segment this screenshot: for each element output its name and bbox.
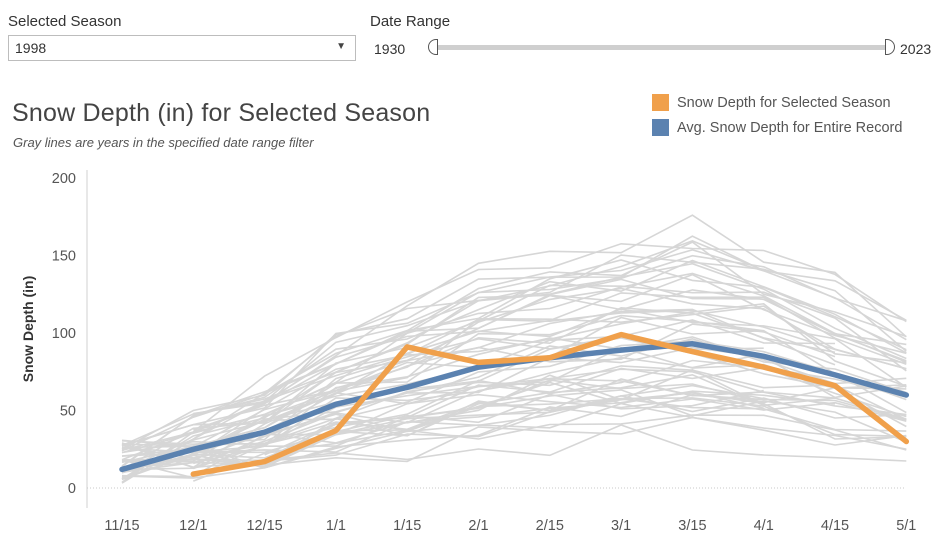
range-slider-max-handle[interactable] <box>885 39 895 55</box>
season-dropdown-value: 1998 <box>15 40 47 56</box>
background-year-line <box>193 353 764 465</box>
season-filter-label: Selected Season <box>8 13 122 30</box>
background-year-line <box>264 289 907 395</box>
background-year-line <box>193 214 907 415</box>
x-tick-label: 1/15 <box>393 518 421 534</box>
series-lines <box>119 331 910 477</box>
x-tick-label: 1/1 <box>326 518 346 534</box>
legend-swatch-selected <box>652 94 669 111</box>
legend-item-selected-season[interactable]: Snow Depth for Selected Season <box>652 90 902 115</box>
chart-subtitle: Gray lines are years in the specified da… <box>13 135 314 150</box>
legend-item-average[interactable]: Avg. Snow Depth for Entire Record <box>652 115 902 140</box>
background-year-line <box>121 393 764 474</box>
background-year-line <box>121 336 907 454</box>
legend-swatch-average <box>652 119 669 136</box>
date-range-label: Date Range <box>370 13 451 30</box>
x-tick-label: 4/1 <box>754 518 774 534</box>
x-tick-label: 2/15 <box>536 518 564 534</box>
chart-title: Snow Depth (in) for Selected Season <box>12 99 431 127</box>
background-year-line <box>121 309 907 471</box>
background-year-line <box>121 254 907 484</box>
x-tick-label: 2/1 <box>468 518 488 534</box>
snow-depth-chart: 0 50 100 150 200 11/15 12/1 12/15 1/1 1/15 2/1 2/15… <box>20 170 916 534</box>
legend-label-selected: Snow Depth for Selected Season <box>677 94 891 111</box>
chevron-down-icon: ▼ <box>336 41 346 52</box>
x-tick-label: 3/15 <box>678 518 706 534</box>
axis-labels: 0 50 100 150 200 11/15 12/1 12/15 1/1 1/15 2/1 2/15… <box>20 171 916 534</box>
background-year-line <box>121 389 907 469</box>
y-axis-title: Snow Depth (in) <box>20 276 36 383</box>
background-year-line <box>192 340 907 455</box>
chart-grid <box>86 170 906 508</box>
background-year-lines <box>121 214 907 484</box>
x-tick-label: 5/1 <box>896 518 916 534</box>
x-tick-label: 11/15 <box>104 518 139 534</box>
range-slider-min-handle[interactable] <box>428 39 438 55</box>
background-year-line <box>121 319 836 446</box>
y-tick-label: 100 <box>52 326 76 342</box>
background-year-line <box>193 378 836 468</box>
y-tick-label: 0 <box>68 481 76 497</box>
range-slider-track[interactable] <box>437 45 892 50</box>
background-year-line <box>121 402 907 479</box>
range-min-value: 1930 <box>374 41 406 57</box>
background-year-line <box>193 365 907 446</box>
range-max-value: 2023 <box>900 41 932 57</box>
y-tick-label: 50 <box>60 404 76 420</box>
background-year-line <box>264 377 907 467</box>
background-year-line <box>121 424 907 470</box>
legend: Snow Depth for Selected Season Avg. Snow… <box>652 90 902 140</box>
y-tick-label: 200 <box>52 171 76 187</box>
background-year-line <box>121 259 907 452</box>
background-year-line <box>192 242 907 433</box>
x-tick-label: 3/1 <box>611 518 631 534</box>
y-tick-label: 150 <box>52 249 76 265</box>
x-tick-label: 12/1 <box>179 518 207 534</box>
x-tick-label: 4/15 <box>821 518 849 534</box>
x-tick-label: 12/15 <box>246 518 282 534</box>
season-dropdown[interactable]: 1998 ▼ <box>8 35 356 61</box>
selected-season-line <box>190 331 910 477</box>
background-year-line <box>121 272 907 461</box>
legend-label-average: Avg. Snow Depth for Entire Record <box>677 119 903 136</box>
